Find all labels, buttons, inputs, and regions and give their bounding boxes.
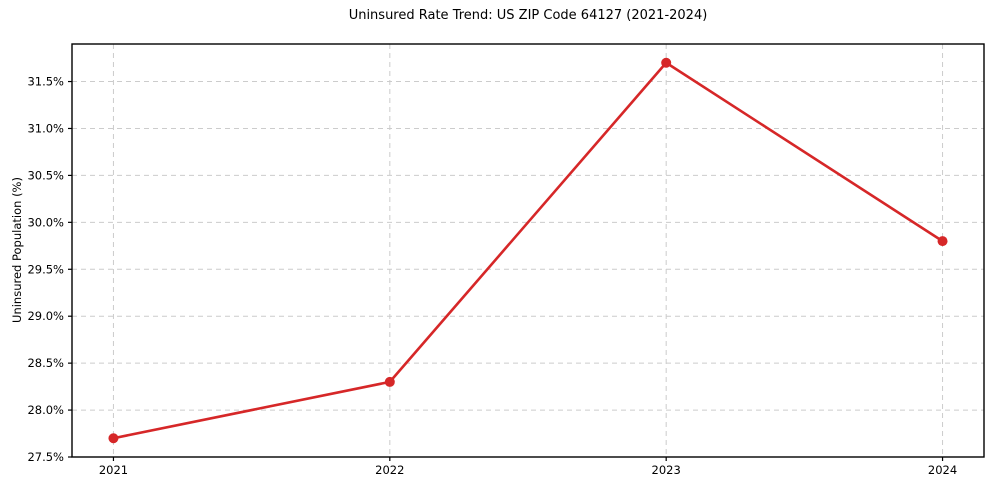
chart-title: Uninsured Rate Trend: US ZIP Code 64127 …	[348, 8, 708, 23]
y-axis-label-text: Uninsured Population (%)	[10, 177, 24, 323]
data-point	[661, 57, 672, 68]
y-tick-label: 31.5%	[27, 75, 64, 89]
data-point	[937, 236, 948, 247]
x-tick-label: 2022	[375, 463, 404, 477]
data-line	[112, 61, 944, 440]
y-tick-label: 29.5%	[27, 262, 64, 276]
plot-border	[71, 43, 985, 458]
y-tick-label: 31.0%	[27, 121, 64, 135]
x-tick-label: 2021	[99, 463, 128, 477]
y-tick-label: 29.0%	[27, 309, 64, 323]
y-tick-label: 30.5%	[27, 168, 64, 182]
y-tick-label: 28.0%	[27, 403, 64, 417]
data-point	[384, 376, 395, 387]
y-tick-label: 28.5%	[27, 356, 64, 370]
y-tick-label: 27.5%	[27, 450, 64, 464]
data-point	[108, 433, 119, 444]
x-tick-label: 2023	[652, 463, 681, 477]
x-tick-label: 2024	[928, 463, 957, 477]
y-tick-label: 30.0%	[27, 215, 64, 229]
